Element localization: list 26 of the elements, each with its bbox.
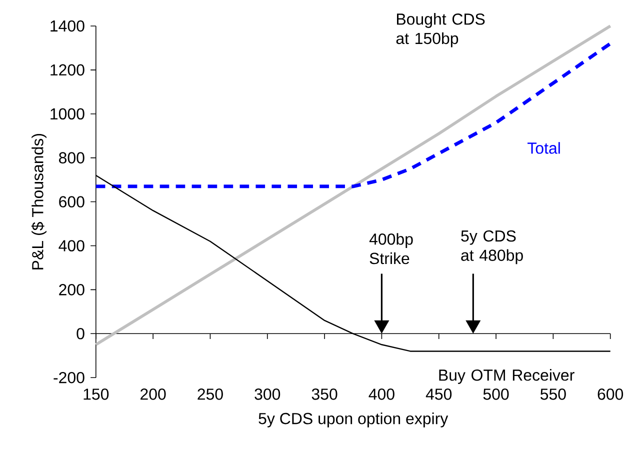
- x-tick-label: 300: [254, 388, 280, 400]
- x-tick-label: 250: [198, 388, 223, 400]
- y-tick-label: 200: [59, 284, 84, 296]
- x-tick-label: 550: [540, 388, 566, 400]
- y-tick-label: 1400: [50, 20, 84, 32]
- series-label: Buy OTM Receiver: [439, 369, 574, 384]
- annotation: 5y CDS at 480bp: [461, 230, 523, 264]
- x-tick-label: 150: [84, 388, 109, 400]
- text: Total: [528, 142, 560, 154]
- x-tick-label: 400: [368, 388, 394, 400]
- y-axis-title: P&L ($ Thousands): [31, 134, 46, 270]
- annotation: 400bp Strike: [369, 233, 413, 264]
- y-tick-label: 0: [76, 328, 84, 340]
- x-tick-label: 350: [312, 388, 338, 400]
- x-tick-label: 600: [598, 388, 624, 400]
- x-tick-label: 200: [140, 388, 166, 400]
- x-axis-title: 5y CDS upon option expiry: [258, 412, 448, 428]
- y-tick-label: -200: [54, 372, 84, 384]
- y-tick-label: 600: [59, 196, 84, 208]
- y-tick-label: 800: [59, 152, 84, 164]
- y-tick-label: 1200: [50, 64, 84, 76]
- x-tick-label: 450: [426, 388, 452, 400]
- y-tick-label: 1000: [50, 108, 84, 120]
- x-tick-label: 500: [483, 388, 509, 400]
- y-tick-label: 400: [58, 240, 84, 252]
- annotation: Bought CDS at 150bp: [396, 13, 485, 48]
